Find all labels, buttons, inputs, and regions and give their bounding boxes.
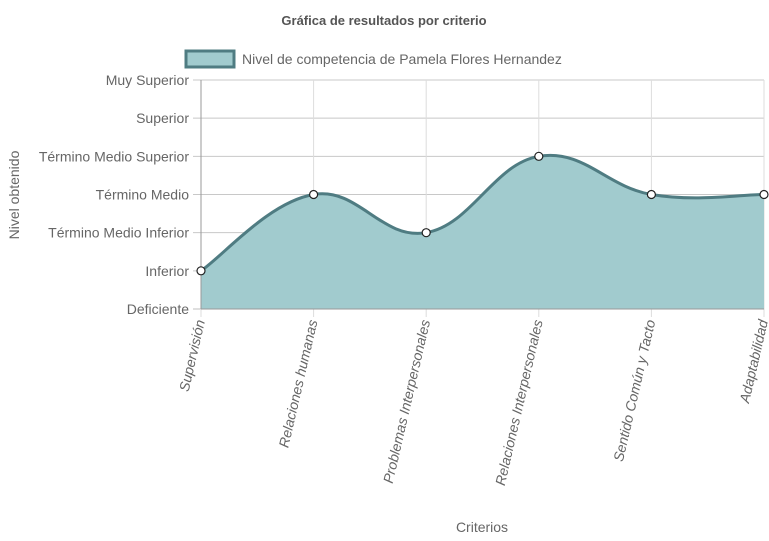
- data-point[interactable]: [309, 189, 319, 200]
- x-tick-label: Relaciones Interpersonales: [492, 318, 546, 487]
- legend-swatch[interactable]: [184, 49, 236, 69]
- y-tick-label: Término Medio: [96, 187, 190, 203]
- x-tick-label: Sentido Común y Tacto: [610, 318, 658, 463]
- y-tick-label: Inferior: [145, 263, 189, 279]
- x-axis-ticks: Supervisión Relaciones humanas Problemas I…: [176, 317, 769, 487]
- data-points: [196, 151, 769, 276]
- series-area: [200, 153, 765, 309]
- data-point[interactable]: [421, 228, 431, 238]
- x-axis-title: Criterios: [456, 519, 508, 535]
- x-tick-label: Problemas Interpersonales: [380, 318, 433, 485]
- y-tick-label: Deficiente: [127, 301, 189, 317]
- data-point[interactable]: [759, 189, 769, 200]
- data-point[interactable]: [534, 151, 544, 161]
- y-tick-label: Término Medio Inferior: [48, 225, 189, 241]
- x-tick-label: Supervisión: [176, 318, 208, 393]
- data-point[interactable]: [646, 189, 657, 200]
- x-tick-label: Adaptabilidad: [736, 317, 769, 405]
- data-point[interactable]: [196, 266, 206, 276]
- y-axis-title: Nivel obtenido: [6, 150, 22, 239]
- x-tick-label: Relaciones humanas: [276, 318, 321, 449]
- y-axis-ticks: Deficiente Inferior Término Medio Inferior…: [39, 72, 190, 317]
- legend-label[interactable]: Nivel de competencia de Pamela Flores He…: [242, 51, 562, 67]
- chart-title: Gráfica de resultados por criterio: [281, 13, 486, 28]
- y-tick-label: Término Medio Superior: [39, 148, 190, 164]
- y-tick-label: Superior: [136, 110, 189, 126]
- legend[interactable]: Nivel de competencia de Pamela Flores He…: [184, 49, 562, 69]
- y-tick-label: Muy Superior: [106, 72, 190, 88]
- series-area-fill: [201, 155, 764, 309]
